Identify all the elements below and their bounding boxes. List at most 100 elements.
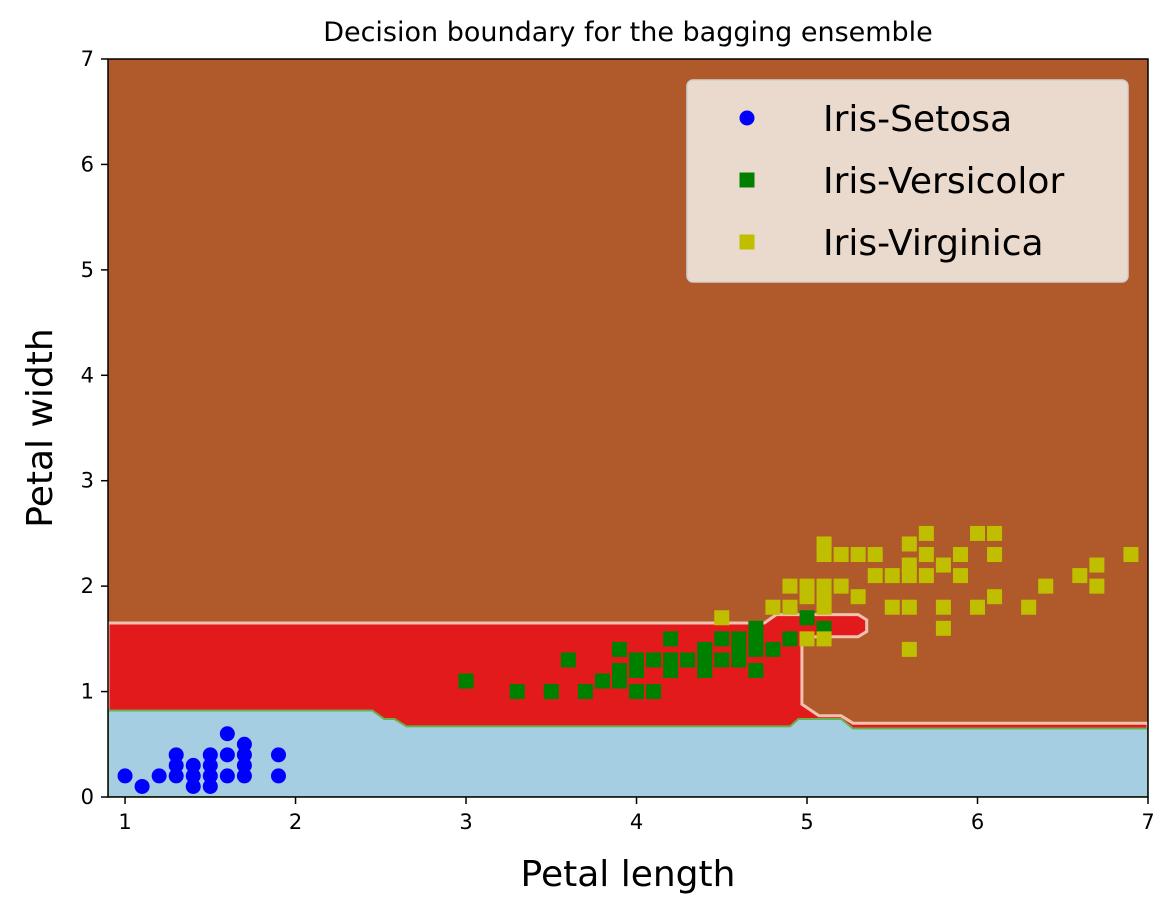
iris-virginica-point-18	[867, 547, 883, 563]
iris-virginica-point-44	[1123, 547, 1139, 563]
chart-title: Decision boundary for the bagging ensemb…	[323, 17, 933, 48]
iris-setosa-point-3	[168, 768, 184, 784]
y-axis-ticks: 0 1 2 3 4 5 6 7	[81, 47, 108, 809]
x-tick-label: 3	[459, 810, 472, 834]
iris-versicolor-point-4	[577, 684, 593, 700]
iris-setosa-point-21	[270, 747, 286, 763]
iris-versicolor-point-1	[509, 684, 525, 700]
legend-box	[686, 79, 1129, 283]
iris-versicolor-point-11	[629, 652, 645, 668]
iris-versicolor-point-7	[611, 662, 627, 678]
iris-virginica-point-13	[833, 578, 849, 594]
iris-virginica-point-37	[987, 547, 1003, 563]
iris-versicolor-point-8	[611, 641, 627, 657]
y-tick-label: 2	[81, 574, 94, 598]
iris-virginica-point-6	[799, 578, 815, 594]
iris-versicolor-point-16	[663, 631, 679, 647]
iris-versicolor-point-5	[594, 673, 610, 689]
iris-virginica-point-41	[1072, 568, 1088, 584]
legend: Iris-Setosa Iris-Versicolor Iris-Virginica	[686, 79, 1129, 283]
iris-virginica-point-27	[918, 547, 934, 563]
iris-setosa-point-0	[117, 768, 133, 784]
iris-virginica-point-21	[901, 641, 917, 657]
iris-virginica-point-15	[850, 589, 866, 605]
iris-setosa-point-6	[185, 778, 201, 794]
iris-versicolor-point-21	[714, 652, 730, 668]
iris-virginica-point-16	[850, 547, 866, 563]
x-tick-label: 7	[1141, 810, 1154, 834]
iris-virginica-point-14	[833, 547, 849, 563]
iris-setosa-point-10	[202, 768, 218, 784]
iris-versicolor-point-20	[697, 641, 713, 657]
iris-virginica-point-30	[935, 599, 951, 615]
iris-virginica-point-4	[799, 631, 815, 647]
x-tick-label: 5	[800, 810, 813, 834]
iris-versicolor-point-29	[748, 620, 764, 636]
x-tick-label: 6	[971, 810, 984, 834]
iris-virginica-point-2	[782, 599, 798, 615]
y-tick-label: 0	[81, 785, 94, 809]
iris-virginica-point-32	[952, 568, 968, 584]
iris-virginica-point-42	[1089, 578, 1105, 594]
iris-setosa-point-19	[236, 736, 252, 752]
y-tick-label: 4	[81, 363, 94, 387]
iris-virginica-point-1	[765, 599, 781, 615]
iris-virginica-point-20	[884, 568, 900, 584]
iris-versicolor-point-30	[765, 641, 781, 657]
x-tick-label: 2	[289, 810, 302, 834]
iris-virginica-point-24	[901, 557, 917, 573]
iris-virginica-point-22	[901, 599, 917, 615]
iris-virginica-point-7	[816, 631, 832, 647]
iris-versicolor-point-3	[560, 652, 576, 668]
iris-versicolor-point-26	[748, 662, 764, 678]
y-axis-label: Petal width	[20, 328, 61, 527]
iris-virginica-point-10	[816, 578, 832, 594]
x-axis-label: Petal length	[521, 854, 736, 895]
iris-virginica-point-28	[918, 525, 934, 541]
iris-versicolor-point-31	[782, 631, 798, 647]
iris-virginica-point-31	[935, 557, 951, 573]
x-axis-ticks: 1 2 3 4 5 6 7	[118, 797, 1155, 834]
iris-setosa-point-2	[151, 768, 167, 784]
iris-setosa-point-13	[219, 768, 235, 784]
y-tick-label: 6	[81, 152, 94, 176]
iris-versicolor-point-2	[543, 684, 559, 700]
points-layer	[117, 525, 1139, 794]
iris-versicolor-point-9	[629, 684, 645, 700]
y-tick-label: 1	[81, 680, 94, 704]
iris-setosa-point-4	[168, 757, 184, 773]
iris-versicolor-point-15	[663, 652, 679, 668]
iris-setosa-point-15	[219, 726, 235, 742]
iris-versicolor-point-17	[680, 652, 696, 668]
iris-virginica-point-33	[952, 547, 968, 563]
iris-virginica-point-43	[1089, 557, 1105, 573]
iris-virginica-point-36	[987, 589, 1003, 605]
iris-virginica-point-26	[918, 568, 934, 584]
iris-setosa-point-14	[219, 747, 235, 763]
iris-versicolor-point-22	[714, 631, 730, 647]
iris-setosa-point-16	[236, 768, 252, 784]
iris-setosa-point-5	[168, 747, 184, 763]
iris-versicolor-point-13	[646, 652, 662, 668]
iris-setosa-point-12	[202, 747, 218, 763]
iris-versicolor-point-0	[458, 673, 474, 689]
iris-virginica-point-39	[1021, 599, 1037, 615]
iris-virginica-point-38	[987, 525, 1003, 541]
iris-setosa-point-11	[202, 757, 218, 773]
iris-setosa-point-18	[236, 747, 252, 763]
iris-virginica-point-34	[970, 599, 986, 615]
iris-virginica-point-25	[901, 536, 917, 552]
iris-setosa-point-9	[202, 778, 218, 794]
iris-virginica-point-35	[970, 525, 986, 541]
iris-virginica-point-40	[1038, 578, 1054, 594]
iris-setosa-point-17	[236, 757, 252, 773]
iris-virginica-point-3	[782, 578, 798, 594]
plot-frame	[107, 58, 1149, 798]
iris-virginica-point-19	[884, 599, 900, 615]
iris-versicolor-point-32	[799, 610, 815, 626]
iris-virginica-point-17	[867, 568, 883, 584]
legend-marker-iris-virginica	[739, 234, 755, 250]
legend-marker-iris-setosa	[739, 110, 755, 126]
iris-versicolor-point-12	[646, 684, 662, 700]
legend-marker-iris-versicolor	[739, 172, 755, 188]
